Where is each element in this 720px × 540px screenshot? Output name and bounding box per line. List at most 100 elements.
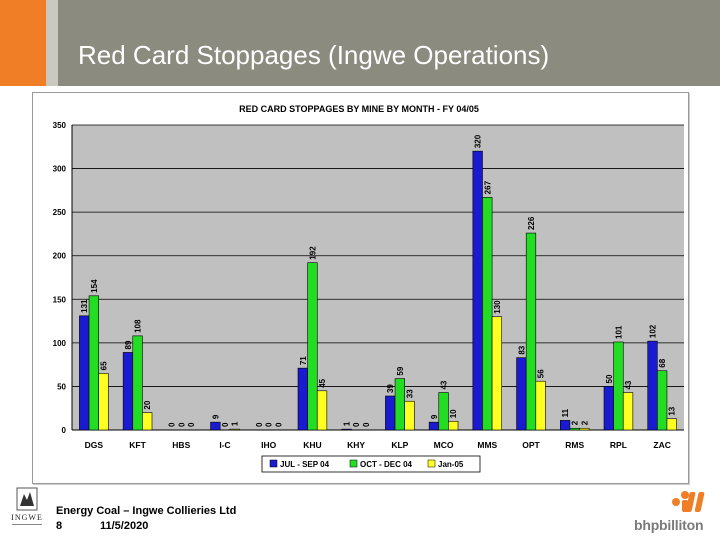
chart-title: RED CARD STOPPAGES BY MINE BY MONTH - FY… — [239, 104, 479, 114]
y-tick-label: 300 — [53, 165, 67, 174]
data-label: 43 — [440, 380, 449, 389]
x-tick-label: HBS — [172, 440, 190, 450]
data-label: 39 — [386, 384, 395, 393]
data-label: 13 — [668, 406, 677, 415]
bar — [394, 378, 405, 431]
legend-label: Jan-05 — [438, 460, 464, 469]
bhp-billiton-logo — [672, 491, 705, 512]
bar — [132, 335, 143, 431]
legend-label: OCT - DEC 04 — [360, 460, 413, 469]
data-label: 11 — [561, 408, 570, 417]
data-label: 0 — [265, 422, 274, 427]
data-label: 2 — [580, 420, 589, 425]
data-label: 45 — [318, 378, 327, 387]
data-label: 89 — [124, 340, 133, 349]
chart-legend: JUL - SEP 04 OCT - DEC 04 Jan-05 — [261, 455, 481, 473]
data-label: 43 — [624, 380, 633, 389]
data-label: 131 — [80, 299, 89, 313]
data-label: 1 — [231, 421, 240, 426]
legend-box — [261, 455, 481, 473]
x-tick-label: KHU — [303, 440, 321, 450]
x-tick-label: DGS — [85, 440, 104, 450]
bar — [613, 341, 624, 431]
data-label: 65 — [99, 361, 108, 370]
data-label: 0 — [177, 422, 186, 427]
data-label: 154 — [90, 279, 99, 293]
data-label: 0 — [221, 422, 230, 427]
bar — [98, 373, 109, 431]
data-label: 9 — [430, 414, 439, 419]
slide-title: Red Card Stoppages (Ingwe Operations) — [78, 40, 550, 70]
y-tick-label: 0 — [62, 426, 67, 435]
bar — [525, 232, 537, 431]
legend-swatch — [349, 459, 358, 468]
bar — [341, 428, 352, 431]
bar — [122, 352, 134, 431]
data-label: 71 — [299, 356, 308, 365]
data-label: 0 — [168, 422, 177, 427]
data-label: 130 — [493, 300, 502, 314]
data-label: 267 — [483, 180, 492, 194]
bar — [647, 340, 658, 431]
footer-page-number: 8 — [56, 520, 63, 532]
data-label: 68 — [658, 358, 667, 367]
bar — [491, 316, 503, 431]
data-label: 2 — [571, 420, 580, 425]
x-tick-label: KLP — [391, 440, 408, 450]
data-label: 320 — [474, 134, 483, 148]
header-accent-stripe — [0, 0, 46, 86]
bar — [448, 420, 459, 431]
logo-dot — [672, 498, 680, 506]
data-label: 20 — [143, 400, 152, 409]
data-label: 0 — [274, 422, 283, 427]
footer-date: 11/5/2020 — [100, 520, 149, 532]
data-label: 0 — [352, 422, 361, 427]
y-tick-label: 350 — [53, 121, 67, 130]
bar — [385, 395, 396, 431]
x-tick-label: ZAC — [653, 440, 670, 450]
bar — [404, 400, 415, 431]
x-tick-label: OPT — [522, 440, 540, 450]
plot-area — [72, 125, 684, 430]
legend-swatch — [427, 459, 436, 468]
y-tick-label: 250 — [53, 208, 67, 217]
bar — [666, 418, 677, 431]
slide-header — [0, 0, 720, 86]
x-tick-label: IHO — [261, 440, 277, 450]
bhp-billiton-wordmark: bhpbilliton — [634, 517, 704, 533]
data-label: 9 — [211, 414, 220, 419]
bar — [535, 380, 546, 431]
x-tick-label: MCO — [434, 440, 454, 450]
logo-bar — [685, 492, 696, 512]
data-label: 83 — [517, 345, 526, 354]
x-tick-label: RMS — [565, 440, 584, 450]
bar — [210, 421, 221, 431]
y-tick-label: 50 — [57, 382, 66, 391]
data-label: 1 — [343, 421, 352, 426]
data-label: 10 — [449, 409, 458, 418]
x-tick-label: KHY — [347, 440, 365, 450]
data-label: 50 — [605, 374, 614, 383]
bar — [297, 367, 308, 431]
bar — [657, 370, 668, 431]
bar — [622, 392, 634, 431]
x-tick-label: KFT — [129, 440, 146, 450]
svg-text:INGWE: INGWE — [11, 513, 43, 522]
x-tick-label: MMS — [477, 440, 497, 450]
data-label: 101 — [614, 325, 623, 339]
bar — [603, 386, 614, 431]
x-tick-label: I-C — [219, 440, 230, 450]
bar — [559, 420, 571, 431]
bar — [482, 197, 493, 431]
logo-dot — [681, 491, 689, 499]
bar — [229, 428, 240, 431]
bar — [438, 392, 449, 431]
bar — [316, 390, 328, 431]
data-label: 108 — [134, 319, 143, 333]
data-label: 0 — [187, 422, 196, 427]
data-label: 56 — [537, 369, 546, 378]
data-label: 59 — [396, 366, 405, 375]
y-tick-label: 150 — [53, 295, 67, 304]
ingwe-logo: INGWE — [11, 487, 43, 525]
bar — [142, 412, 153, 431]
